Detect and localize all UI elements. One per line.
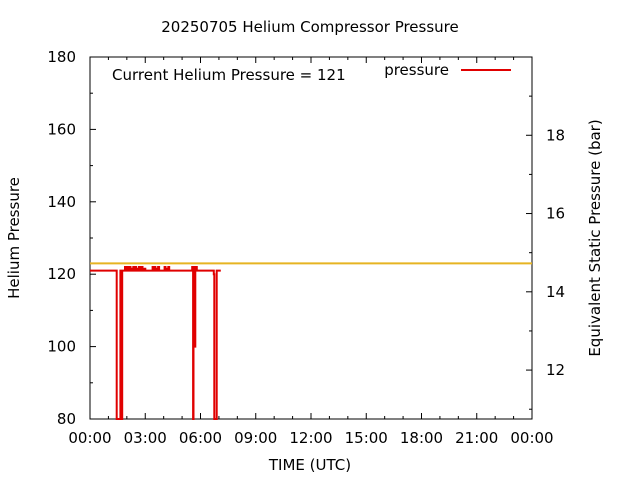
- plot-frame: [89, 56, 533, 420]
- y-axis-left: 80 100 120 140 160 180: [47, 48, 96, 428]
- current-pressure-annotation: Current Helium Pressure = 121: [112, 66, 346, 84]
- y-tick-label: 120: [47, 265, 76, 283]
- x-tick-label: 12:00: [289, 429, 332, 447]
- y-axis-label: Helium Pressure: [5, 177, 23, 299]
- y2-axis-label: Equivalent Static Pressure (bar): [586, 119, 604, 356]
- x-tick-label: 00:00: [68, 429, 111, 447]
- legend: pressure: [384, 61, 511, 79]
- legend-label-pressure: pressure: [384, 61, 449, 79]
- chart-title: 20250705 Helium Compressor Pressure: [161, 18, 459, 36]
- y-tick-label: 80: [57, 410, 76, 428]
- x-axis: 00:00 03:00 06:00 09:00 12:00 15:00 18:00 21:00…: [68, 57, 554, 447]
- x-tick-label: 09:00: [234, 429, 277, 447]
- x-tick-label: 06:00: [179, 429, 222, 447]
- x-tick-label: 18:00: [400, 429, 443, 447]
- y2-tick-label: 14: [546, 283, 565, 301]
- x-tick-label: 15:00: [345, 429, 388, 447]
- y2-tick-label: 18: [546, 126, 565, 144]
- y-tick-label: 180: [47, 48, 76, 66]
- x-axis-label: TIME (UTC): [268, 456, 351, 474]
- pressure-series-line: [90, 266, 221, 420]
- y-tick-label: 160: [47, 120, 76, 138]
- y-tick-label: 140: [47, 193, 76, 211]
- y-tick-label: 100: [47, 338, 76, 356]
- x-tick-label: 03:00: [124, 429, 167, 447]
- y2-tick-label: 16: [546, 205, 565, 223]
- x-tick-label: 21:00: [455, 429, 498, 447]
- y2-tick-label: 12: [546, 361, 565, 379]
- x-tick-label: 00:00: [510, 429, 553, 447]
- y-axis-right: 12 14 16 18: [526, 95, 565, 410]
